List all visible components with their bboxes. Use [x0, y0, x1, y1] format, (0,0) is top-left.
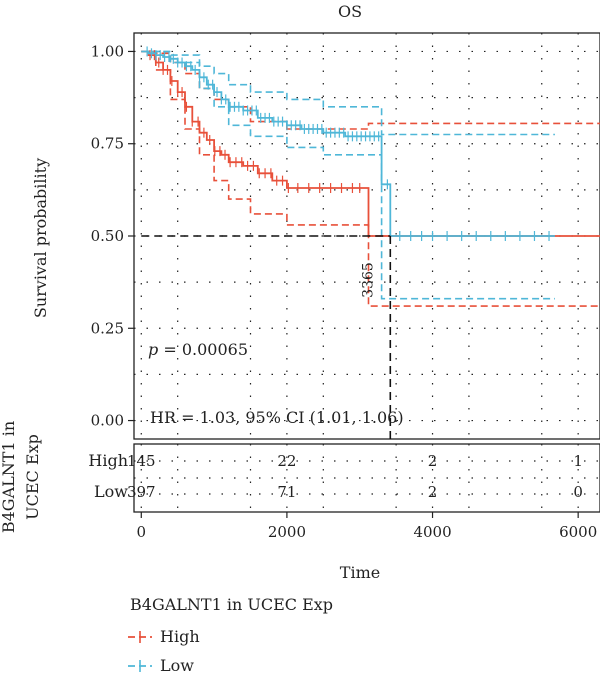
risk-count-high: 145 [127, 452, 156, 470]
legend: B4GALNT1 in UCEC Exp High Low [128, 595, 333, 675]
risk-table-label-line2: UCEC Exp [23, 434, 42, 520]
legend-label-high: High [160, 627, 200, 646]
ci-lower-high [141, 50, 600, 307]
y-tick-label: 0.25 [91, 319, 124, 337]
risk-table-grid [134, 444, 600, 512]
ci-upper-high [141, 50, 600, 130]
y-tick-label: 1.00 [91, 42, 124, 60]
hazard-ratio-annotation: HR = 1.03, 95% CI (1.01, 1.06) [150, 408, 404, 427]
survival-plot-panel: 0.00 0.25 0.50 0.75 1.00 Survival probabilit… [31, 32, 600, 440]
p-value-symbol: p [148, 340, 158, 359]
risk-count-high: 22 [277, 452, 296, 470]
y-axis-label: Survival probability [31, 158, 50, 318]
risk-count-high: 1 [573, 452, 583, 470]
y-axis-ticks: 0.00 0.25 0.50 0.75 1.00 [91, 42, 134, 430]
risk-table-label-line1: B4GALNT1 in [0, 421, 18, 533]
risk-count-low: 71 [277, 483, 296, 501]
risk-table-border [133, 443, 600, 513]
risk-count-high: 2 [428, 452, 438, 470]
x-tick-label: 2000 [268, 523, 306, 541]
p-value-text: = 0.00065 [158, 340, 248, 359]
legend-title: B4GALNT1 in UCEC Exp [130, 595, 333, 614]
x-axis-label: Time [340, 563, 380, 582]
risk-count-low: 397 [127, 483, 156, 501]
chart-title: OS [338, 2, 362, 21]
risk-count-low: 2 [428, 483, 438, 501]
legend-label-low: Low [160, 656, 194, 675]
risk-count-low: 0 [573, 483, 583, 501]
legend-items: High Low [128, 627, 200, 675]
x-tick-label: 0 [137, 523, 147, 541]
x-tick-label: 4000 [413, 523, 451, 541]
x-tick-label: 6000 [559, 523, 597, 541]
median-reference-lines [141, 235, 392, 439]
y-tick-label: 0.75 [91, 135, 124, 153]
ci-lower-low [141, 50, 555, 300]
x-axis-ticks: 0 2000 4000 6000 [137, 512, 597, 541]
ci-upper-low [141, 50, 555, 136]
y-tick-label: 0.00 [91, 412, 124, 430]
median-time-label: 3365 [360, 262, 376, 298]
risk-row-label-low: Low [94, 482, 128, 501]
risk-row-label-high: High [88, 451, 128, 470]
plot-grid [134, 33, 600, 439]
y-tick-label: 0.50 [91, 227, 124, 245]
survival-curves [141, 46, 600, 241]
p-value-annotation: p = 0.00065 [148, 340, 248, 359]
